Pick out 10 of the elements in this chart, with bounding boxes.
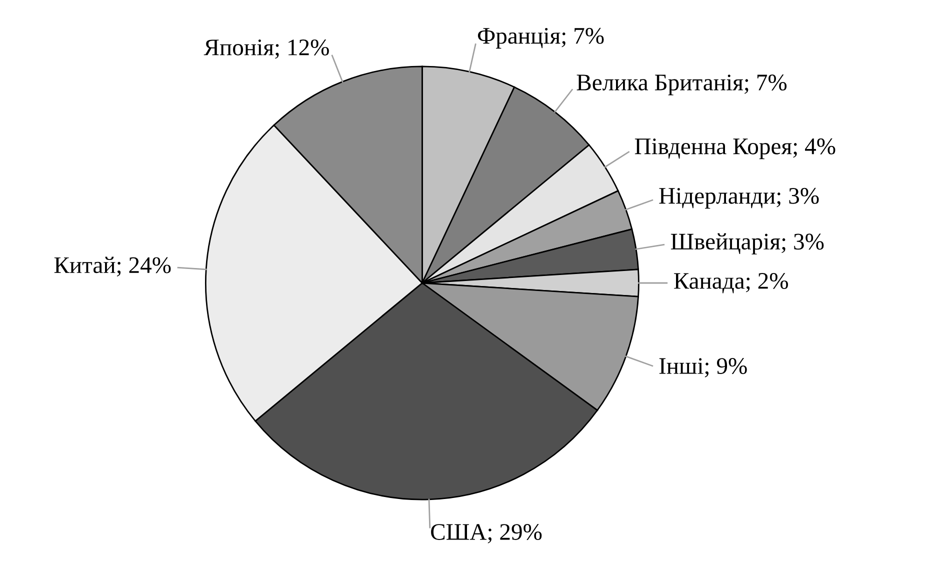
slice-label: Інші; 9% [659,358,747,378]
slice-label: Японія; 12% [204,39,329,59]
slice-label: Швейцарія; 3% [670,233,824,254]
slice-label: Китай; 24% [54,256,171,277]
slice-label: Нідерланди; 3% [659,188,819,209]
slice-label: Франція; 7% [478,28,604,49]
slice-label: Південна Корея; 4% [634,138,836,160]
slice-label: Канада; 2% [674,272,788,294]
slice-label: Велика Британія; 7% [576,74,787,96]
slice-label: США; 29% [431,524,542,544]
